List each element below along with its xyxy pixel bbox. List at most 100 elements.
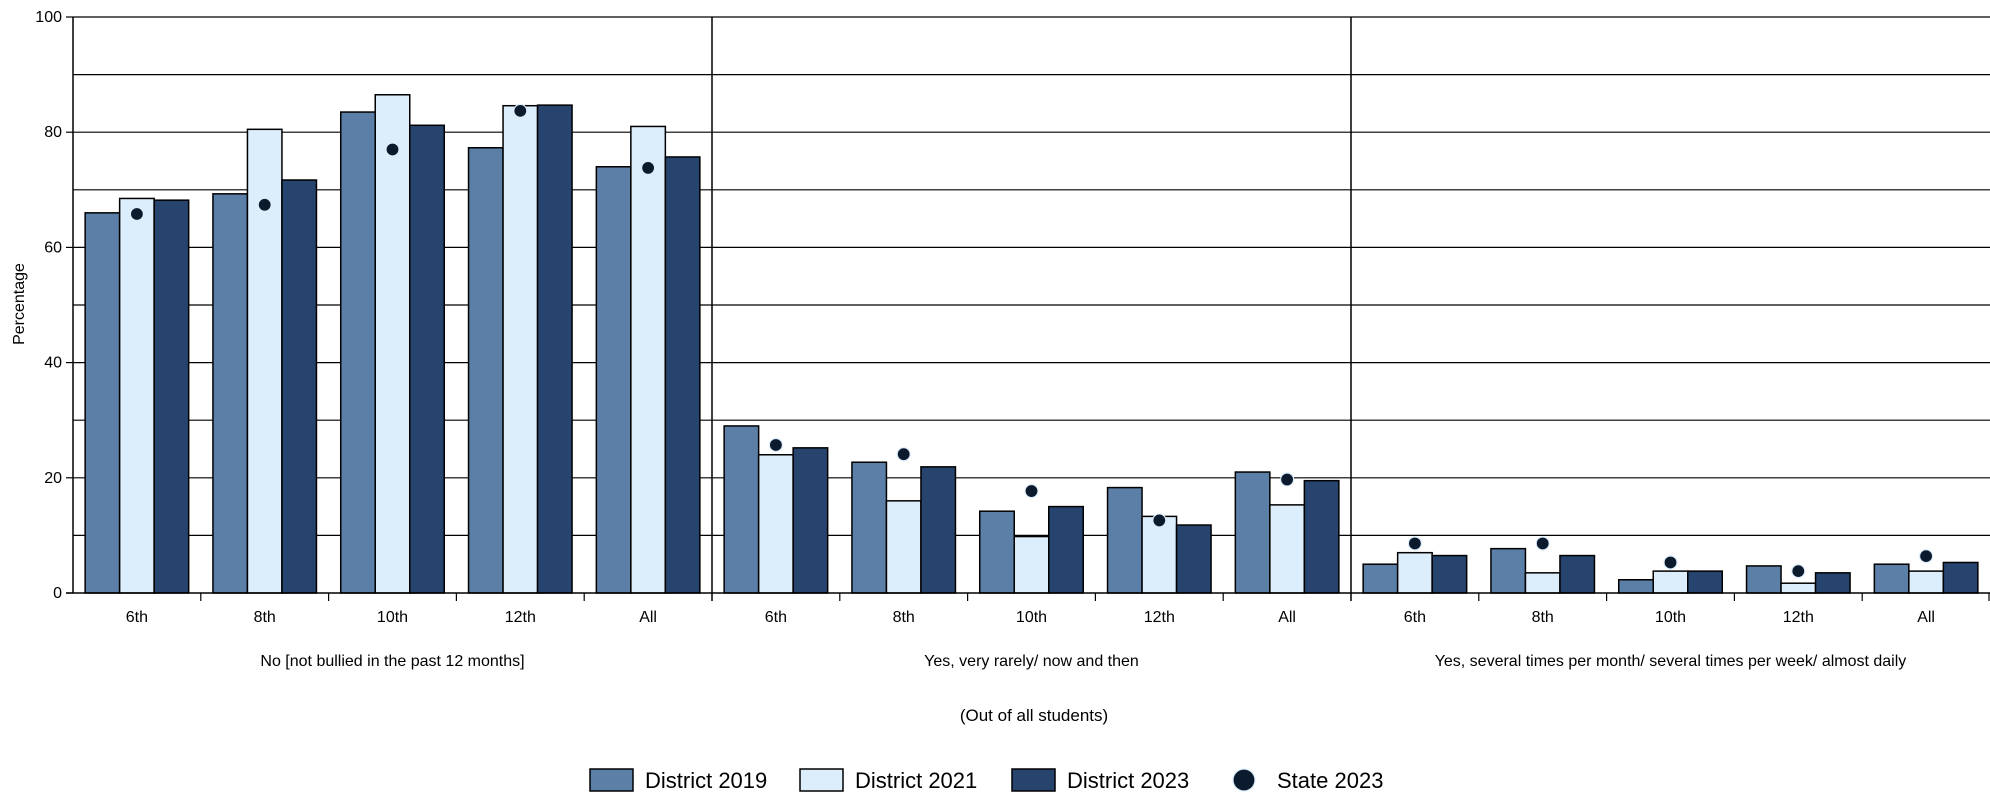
state-dot — [385, 142, 400, 157]
x-tick-label: 12th — [1783, 609, 1814, 626]
bar — [1524, 572, 1561, 594]
bar — [1106, 486, 1143, 594]
legend-label: District 2021 — [855, 768, 977, 793]
state-dot — [1918, 549, 1934, 564]
state-dot — [640, 160, 656, 176]
bar — [1745, 565, 1782, 594]
y-tick-label: 80 — [44, 124, 62, 141]
state-dot — [896, 447, 911, 462]
bar — [536, 104, 573, 594]
bar — [1175, 524, 1212, 594]
x-tick-label: 6th — [765, 609, 787, 626]
x-tick-label: 10th — [1016, 609, 1047, 626]
bar — [467, 147, 504, 594]
bar — [1780, 582, 1817, 594]
bar — [1617, 579, 1654, 594]
bar — [1141, 515, 1178, 594]
group-label: No [not bullied in the past 12 months] — [260, 653, 524, 670]
bar — [1942, 561, 1979, 594]
x-tick-label: 6th — [126, 609, 148, 626]
bar — [978, 510, 1015, 594]
bar — [757, 454, 794, 594]
bar — [1396, 551, 1433, 594]
axis-labels: 0 20 40 60 80 100 6th 8th 10th 12th All No [not bul… — [35, 9, 1935, 670]
bar — [920, 466, 957, 594]
x-tick-label: All — [1917, 609, 1935, 626]
x-tick-label: 10th — [377, 609, 408, 626]
bar — [281, 179, 318, 594]
legend-dot — [1232, 768, 1256, 792]
legend-swatch — [799, 768, 844, 792]
x-tick-label: 10th — [1655, 609, 1686, 626]
x-axis-title: (Out of all students) — [960, 706, 1108, 725]
group-label: Yes, several times per month/ several ti… — [1435, 653, 1907, 670]
legend-swatch — [589, 768, 634, 792]
state-dot — [1535, 536, 1550, 551]
x-tick-label: All — [639, 609, 657, 626]
bar — [792, 447, 829, 594]
legend-label: State 2023 — [1277, 768, 1383, 793]
legend: District 2019 District 2021 District 2023 S… — [589, 768, 1383, 793]
bar — [1873, 563, 1910, 594]
bar — [1687, 570, 1724, 594]
bar — [1013, 535, 1050, 594]
state-dot — [1279, 472, 1295, 487]
y-tick-label: 100 — [35, 9, 62, 26]
bar — [84, 212, 121, 594]
state-dot — [1152, 513, 1167, 528]
x-tick-label: 6th — [1404, 609, 1426, 626]
state-dot — [1791, 564, 1806, 579]
bar — [339, 111, 376, 594]
legend-swatch — [1011, 768, 1056, 792]
state-dot — [1024, 483, 1039, 499]
x-tick-label: 12th — [505, 609, 536, 626]
bar — [1269, 504, 1306, 594]
bar — [595, 166, 632, 594]
y-axis-title: Percentage — [11, 263, 28, 345]
bar — [502, 104, 539, 594]
bar — [374, 94, 411, 594]
y-tick-label: 0 — [53, 585, 62, 602]
bar — [1490, 547, 1527, 594]
bar — [664, 156, 701, 594]
legend-label: District 2019 — [645, 768, 767, 793]
bar — [1652, 570, 1689, 594]
state-dot — [129, 206, 144, 222]
bar — [630, 125, 667, 594]
bar — [212, 193, 249, 594]
state-dot — [257, 197, 272, 212]
bar — [1431, 554, 1468, 594]
bar — [1303, 479, 1340, 594]
state-dot — [513, 103, 528, 118]
bars — [84, 94, 1979, 594]
bar — [851, 461, 888, 594]
bar — [1234, 471, 1271, 594]
x-tick-label: 8th — [1532, 609, 1554, 626]
bar — [1048, 505, 1085, 594]
group-label: Yes, very rarely/ now and then — [924, 653, 1139, 670]
bar — [723, 425, 760, 594]
bar — [1559, 554, 1596, 594]
y-tick-label: 60 — [44, 239, 62, 256]
bar — [885, 500, 922, 594]
bar — [118, 197, 155, 594]
state-dots — [129, 103, 1934, 579]
axes — [66, 16, 1990, 601]
bar — [1814, 572, 1851, 594]
bar — [1908, 570, 1945, 594]
x-tick-label: All — [1278, 609, 1296, 626]
legend-label: District 2023 — [1067, 768, 1189, 793]
y-tick-label: 40 — [44, 355, 62, 372]
state-dot — [768, 437, 784, 453]
x-tick-label: 12th — [1144, 609, 1175, 626]
state-dot — [1407, 536, 1423, 551]
state-dot — [1663, 555, 1678, 570]
bar — [1362, 563, 1399, 594]
y-tick-label: 20 — [44, 470, 62, 487]
x-tick-label: 8th — [893, 609, 915, 626]
bar — [153, 199, 190, 594]
x-tick-label: 8th — [254, 609, 276, 626]
bar — [409, 124, 446, 594]
